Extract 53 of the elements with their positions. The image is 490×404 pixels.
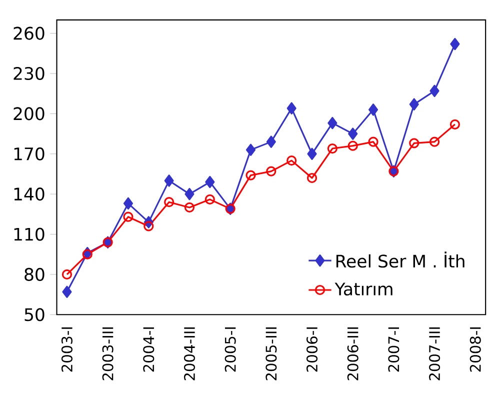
point [266,136,276,148]
point [430,84,440,97]
point [429,136,440,147]
x-tick-label: 2005-I [224,327,236,372]
legend-label: Reel Ser M . İth [336,252,464,268]
point [184,188,194,200]
point [306,172,318,183]
y-tick-label: 260 [14,26,44,40]
point [327,143,338,154]
point [204,194,215,204]
point [368,103,378,116]
x-tick-label: 2006-III [347,327,358,380]
point [286,155,297,166]
x-tick-label: 2005-III [266,327,277,380]
y-tick-label: 80 [24,268,44,281]
y-tick-label: 230 [14,66,44,80]
point [368,136,378,147]
point [205,176,215,188]
point [307,148,317,160]
point [82,249,92,260]
point [409,138,420,148]
point [348,128,358,140]
point [246,144,256,156]
y-tick-label: 170 [14,147,44,160]
point [266,166,276,176]
point [144,221,154,232]
point [348,140,358,151]
point [246,170,256,180]
x-tick-label: 2004-I [143,327,154,372]
x-tick-label: 2008-I [470,327,481,372]
x-tick-label: 2006-I [306,327,318,372]
x-tick-label: 2007-I [388,327,400,372]
y-tick-label: 200 [14,107,44,120]
y-tick-label: 110 [14,228,44,241]
point [164,174,174,187]
point [184,202,195,212]
point [328,116,338,130]
y-tick-label: 50 [24,308,44,322]
point [450,119,460,130]
point [450,38,460,50]
point [123,197,134,210]
legend-label: Yatırım [334,282,392,296]
point [62,286,72,298]
point [164,196,174,208]
x-tick-label: 2007-III [429,327,440,380]
x-tick-label: 2004-III [184,327,196,380]
x-tick-label: 2003-I [61,327,72,372]
point [286,102,296,114]
y-tick-label: 140 [14,187,44,200]
x-tick-label: 2003-III [102,327,114,380]
point [123,212,134,222]
point [62,269,72,280]
point [409,98,419,110]
